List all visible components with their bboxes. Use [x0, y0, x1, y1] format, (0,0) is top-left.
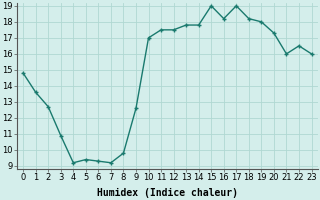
- X-axis label: Humidex (Indice chaleur): Humidex (Indice chaleur): [97, 188, 238, 198]
